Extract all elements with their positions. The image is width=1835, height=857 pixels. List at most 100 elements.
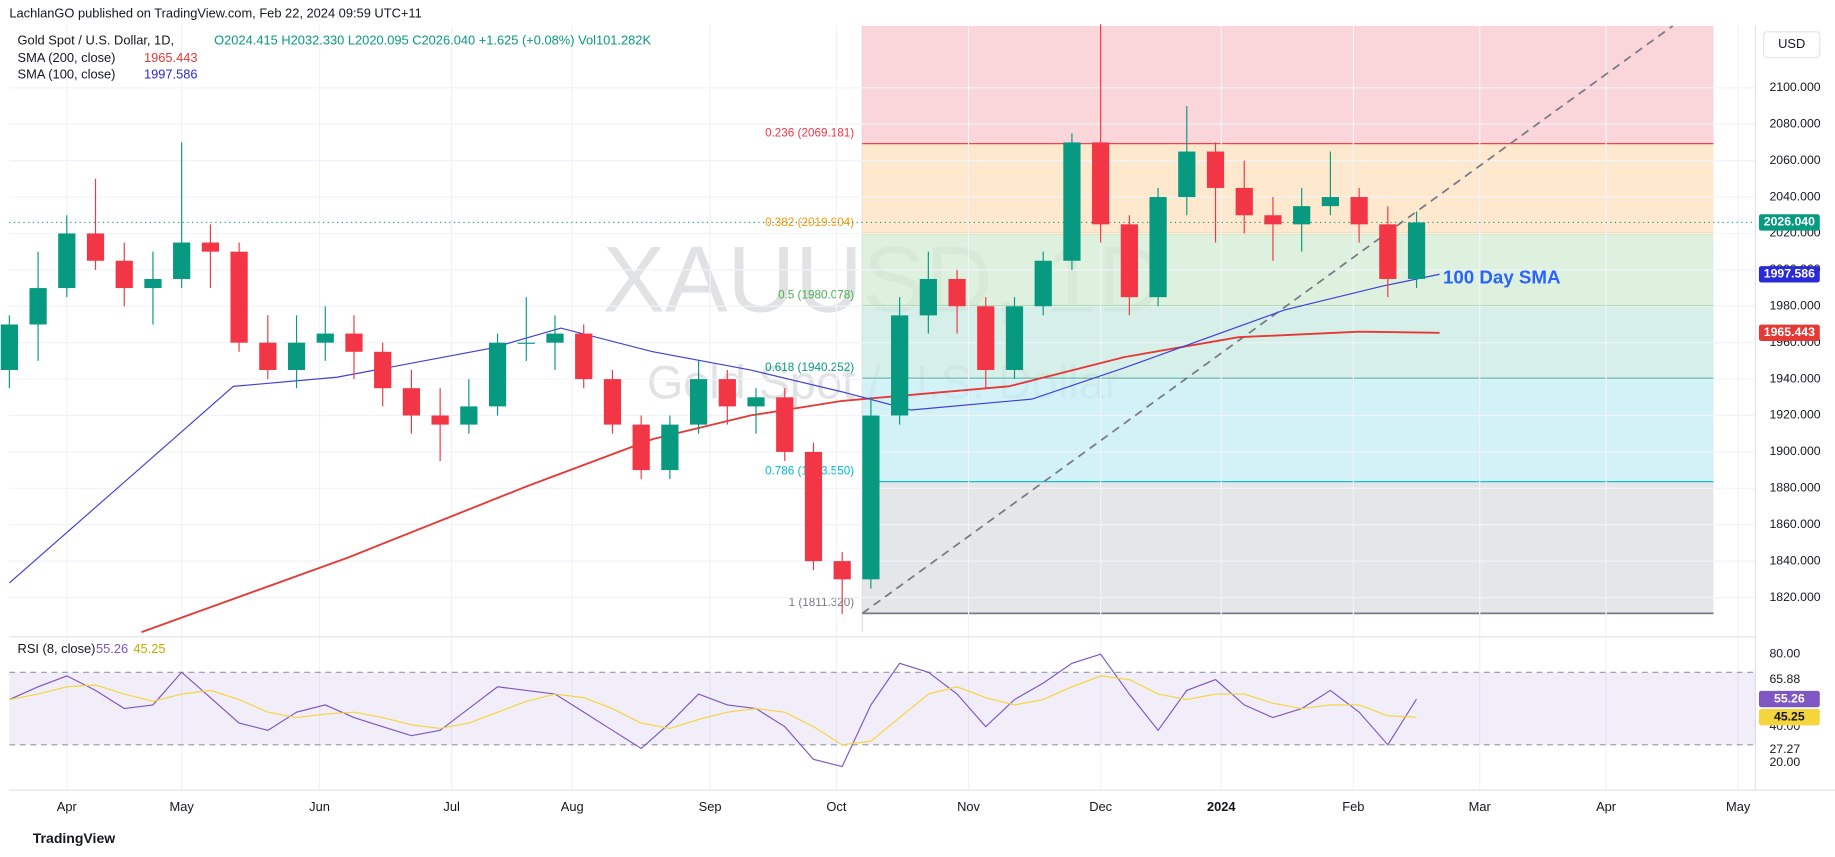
candle-body [632,424,650,471]
candle-body [689,379,708,425]
candle-body [1092,142,1110,225]
y-tick-label: 1840.000 [1769,553,1820,567]
price-tag [1758,214,1820,231]
rsi-tag-label: 45.25 [1774,709,1805,723]
candle-body [316,333,334,343]
legend-rsi: RSI (8, close) [18,641,96,656]
y-tick-label: 1880.000 [1769,481,1820,495]
candle-body [603,379,622,425]
y-tick-label: 2080.000 [1769,116,1820,130]
candle-body [173,242,191,279]
candle-body [1350,197,1368,225]
y-tick-label: 1940.000 [1769,371,1820,385]
candle-body [1264,215,1282,225]
candle-body [29,288,47,325]
x-tick-label: Jun [309,799,330,814]
x-tick-label: May [170,799,195,814]
candle-body [776,397,794,452]
publisher: LachlanGO published on TradingView.com, … [9,6,421,21]
candle-body [201,242,220,252]
candle-body [1206,151,1225,188]
candle-body [488,342,507,407]
candle-body [115,260,133,289]
candle-body [862,415,880,580]
legend-sma100: SMA (100, close) [18,66,116,81]
sma-line [141,330,1440,634]
price-tag [1758,324,1820,341]
rsi-tick-label: 80.00 [1769,646,1800,660]
rsi-tick-label: 27.27 [1769,742,1800,756]
candle-body [345,333,363,352]
fib-label: 0.382 (2019.904) [765,216,854,229]
rsi-line [9,675,1417,746]
rsi-band [9,672,1756,745]
x-tick-label: Apr [57,799,78,814]
candle-body [1034,260,1052,307]
y-tick-label: 1900.000 [1769,444,1820,458]
legend-rsi-value: 55.26 [96,641,128,656]
candle-body [804,451,823,562]
fib-label: 0.236 (2069.181) [765,126,854,139]
price-tag-label: 1997.586 [1764,267,1815,281]
rsi-tick-label: 65.88 [1769,672,1800,686]
candle-body [517,342,535,344]
x-tick-label: 2024 [1207,799,1236,814]
currency[interactable]: USD [1778,36,1805,51]
candle-body [1379,224,1397,279]
fib-label: 0.5 (1980.078) [778,289,854,302]
candle-body [833,561,851,580]
price-tag-label: 2026.040 [1764,215,1815,229]
rsi-line [9,653,1418,768]
candle-body [1120,224,1138,298]
candle-body [575,333,593,380]
symbol-title: Gold Spot / U.S. Dollar, 1D, [18,33,175,48]
x-tick-label: Aug [561,799,584,814]
legend-rsi-ma-value: 45.25 [133,641,165,656]
fib-label: 1 (1811.320) [789,596,855,609]
candle-body [287,342,306,370]
rsi-tag [1758,708,1820,726]
candle-body [431,415,449,425]
candle-body [1005,306,1024,370]
price-tag-label: 1965.443 [1764,325,1815,339]
x-tick-label: Dec [1089,799,1112,814]
fib-zone [862,481,1714,614]
candle-body [86,233,105,261]
y-tick-label: 2040.000 [1769,189,1820,203]
candle-body [1063,142,1081,261]
y-tick-label: 1820.000 [1769,590,1820,604]
y-tick-label: 1980.000 [1769,299,1820,313]
candle-body [230,251,248,343]
x-tick-label: Nov [957,799,980,814]
rsi-tag-label: 55.26 [1774,691,1805,705]
candle-body [144,278,162,289]
candle-body [58,233,76,289]
x-tick-label: Sep [699,799,722,814]
x-tick-label: Jul [443,799,459,814]
fib-label: 0.618 (1940.252) [765,361,854,374]
rsi-tag [1758,690,1820,708]
candle-body [259,342,277,370]
annotation: 100 Day SMA [1443,267,1561,288]
fib-zone [862,143,1714,234]
y-tick-label: 2100.000 [1769,80,1820,94]
candle-body [546,333,564,343]
x-tick-label: Mar [1469,799,1492,814]
fib-zone [862,378,1714,482]
fib-zone [862,25,1714,144]
trendline [861,25,1674,615]
candle-body [948,278,966,307]
candle-body [1321,197,1340,207]
candle-body [718,379,736,407]
legend-sma200-value: 1965.443 [144,50,198,65]
candle-body [1149,197,1167,298]
candle-body [1235,187,1253,216]
candle-body [460,406,478,425]
price-tag [1758,266,1820,283]
candle-body [402,388,421,416]
y-tick-label: 2060.000 [1769,153,1820,167]
currency-button[interactable] [1763,31,1821,59]
y-tick-label: 1860.000 [1769,517,1820,531]
candle-body [1178,151,1196,198]
candle-body [891,315,909,416]
